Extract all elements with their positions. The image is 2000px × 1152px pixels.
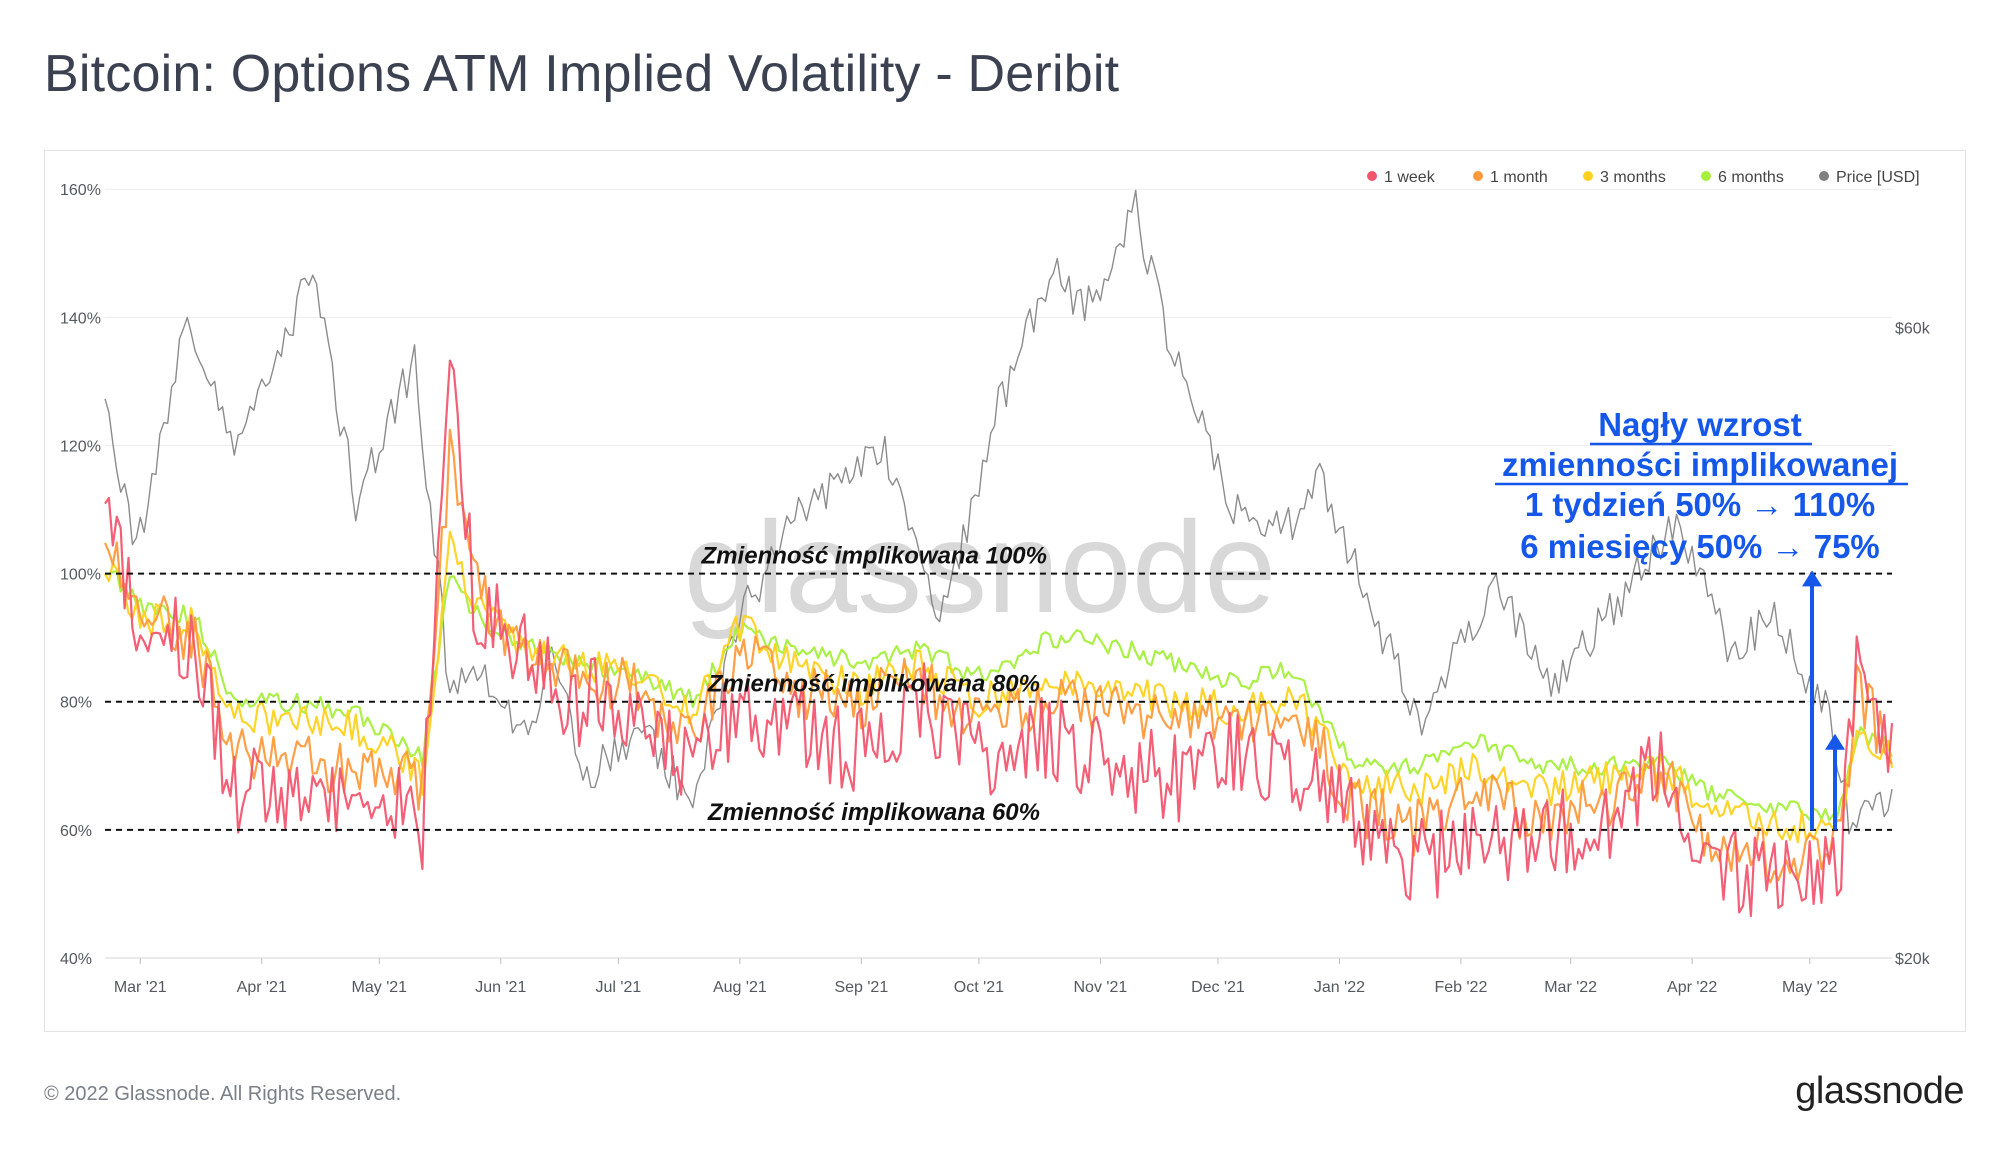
annotation-line-3: 1 tydzień 50% → 110% — [1525, 486, 1875, 523]
x-tick-label: Jun '21 — [475, 979, 526, 996]
x-tick-label: Oct '21 — [954, 979, 1004, 996]
reference-line-label: Zmienność implikowana 60% — [707, 799, 1040, 826]
y-tick-label: 120% — [60, 438, 101, 455]
legend-label: 1 month — [1490, 169, 1548, 186]
watermark: glassnode — [684, 494, 1277, 640]
x-tick-label: Sep '21 — [834, 979, 888, 996]
y-tick-label: 60% — [60, 823, 92, 840]
reference-line-label: Zmienność implikowana 80% — [707, 671, 1040, 698]
series-line-1m — [103, 428, 1893, 884]
x-tick-label: Jul '21 — [595, 979, 641, 996]
x-tick-label: Mar '21 — [114, 979, 167, 996]
reference-lines: Zmienność implikowana 100% Zmienność impl… — [105, 543, 1892, 831]
y-tick-label: 140% — [60, 310, 101, 327]
x-tick-label: Aug '21 — [713, 979, 767, 996]
y-axis-right: $20k $60k — [1895, 321, 1931, 968]
legend-marker — [1819, 171, 1829, 181]
legend-item-6m: 6 months — [1701, 169, 1784, 186]
legend-item-price: Price [USD] — [1819, 169, 1920, 186]
series-line-6m — [104, 570, 1894, 822]
y-tick-label: 160% — [60, 182, 101, 199]
chart-frame — [44, 150, 1966, 1032]
legend-label: 1 week — [1384, 169, 1436, 186]
annotation-arrow — [1825, 733, 1845, 830]
series-line-price — [104, 189, 1893, 835]
legend-label: 3 months — [1600, 169, 1666, 186]
annotation-line-4: 6 miesięcy 50% → 75% — [1520, 528, 1880, 565]
y-axis-left: 40% 60% 80% 100% 120% 140% 160% — [60, 182, 101, 968]
x-tick-label: Feb '22 — [1434, 979, 1487, 996]
legend-label: 6 months — [1718, 169, 1784, 186]
annotation-arrow — [1802, 570, 1822, 830]
y-right-tick-label: $20k — [1895, 951, 1931, 968]
arrow-head — [1802, 570, 1822, 587]
x-tick-label: Apr '21 — [237, 979, 287, 996]
y-tick-label: 100% — [60, 567, 101, 584]
legend-marker — [1367, 171, 1377, 181]
x-tick-label: Dec '21 — [1191, 979, 1245, 996]
y-tick-label: 40% — [60, 951, 92, 968]
copyright-text: © 2022 Glassnode. All Rights Reserved. — [44, 1083, 402, 1105]
x-tick-label: Mar '22 — [1544, 979, 1597, 996]
legend-item-1w: 1 week — [1367, 169, 1436, 186]
brand-logo: glassnode — [1795, 1070, 1964, 1112]
x-tick-label: Jan '22 — [1314, 979, 1365, 996]
reference-line-label: Zmienność implikowana 100% — [701, 543, 1047, 570]
arrow-head — [1825, 733, 1845, 750]
x-tick-label: Nov '21 — [1074, 979, 1128, 996]
y-tick-label: 80% — [60, 695, 92, 712]
legend-marker — [1473, 171, 1483, 181]
x-tick-label: May '21 — [352, 979, 408, 996]
legend-marker — [1583, 171, 1593, 181]
x-tick-label: May '22 — [1782, 979, 1838, 996]
series-line-1w — [104, 359, 1894, 918]
x-axis: Mar '21 Apr '21 May '21 Jun '21 Jul '21 Aug '… — [105, 957, 1892, 996]
legend-item-3m: 3 months — [1583, 169, 1666, 186]
legend-label: Price [USD] — [1836, 169, 1920, 186]
legend: 1 week 1 month 3 months 6 months Price [USD] — [1367, 169, 1920, 186]
legend-marker — [1701, 171, 1711, 181]
legend-item-1m: 1 month — [1473, 169, 1548, 186]
annotation-line-2: zmienności implikowanej — [1502, 446, 1898, 483]
series-group — [103, 189, 1894, 918]
x-tick-label: Apr '22 — [1667, 979, 1717, 996]
chart-title: Bitcoin: Options ATM Implied Volatility … — [44, 45, 1120, 103]
annotation-line-1: Nagły wzrost — [1598, 406, 1802, 443]
y-right-tick-label: $60k — [1895, 321, 1931, 338]
